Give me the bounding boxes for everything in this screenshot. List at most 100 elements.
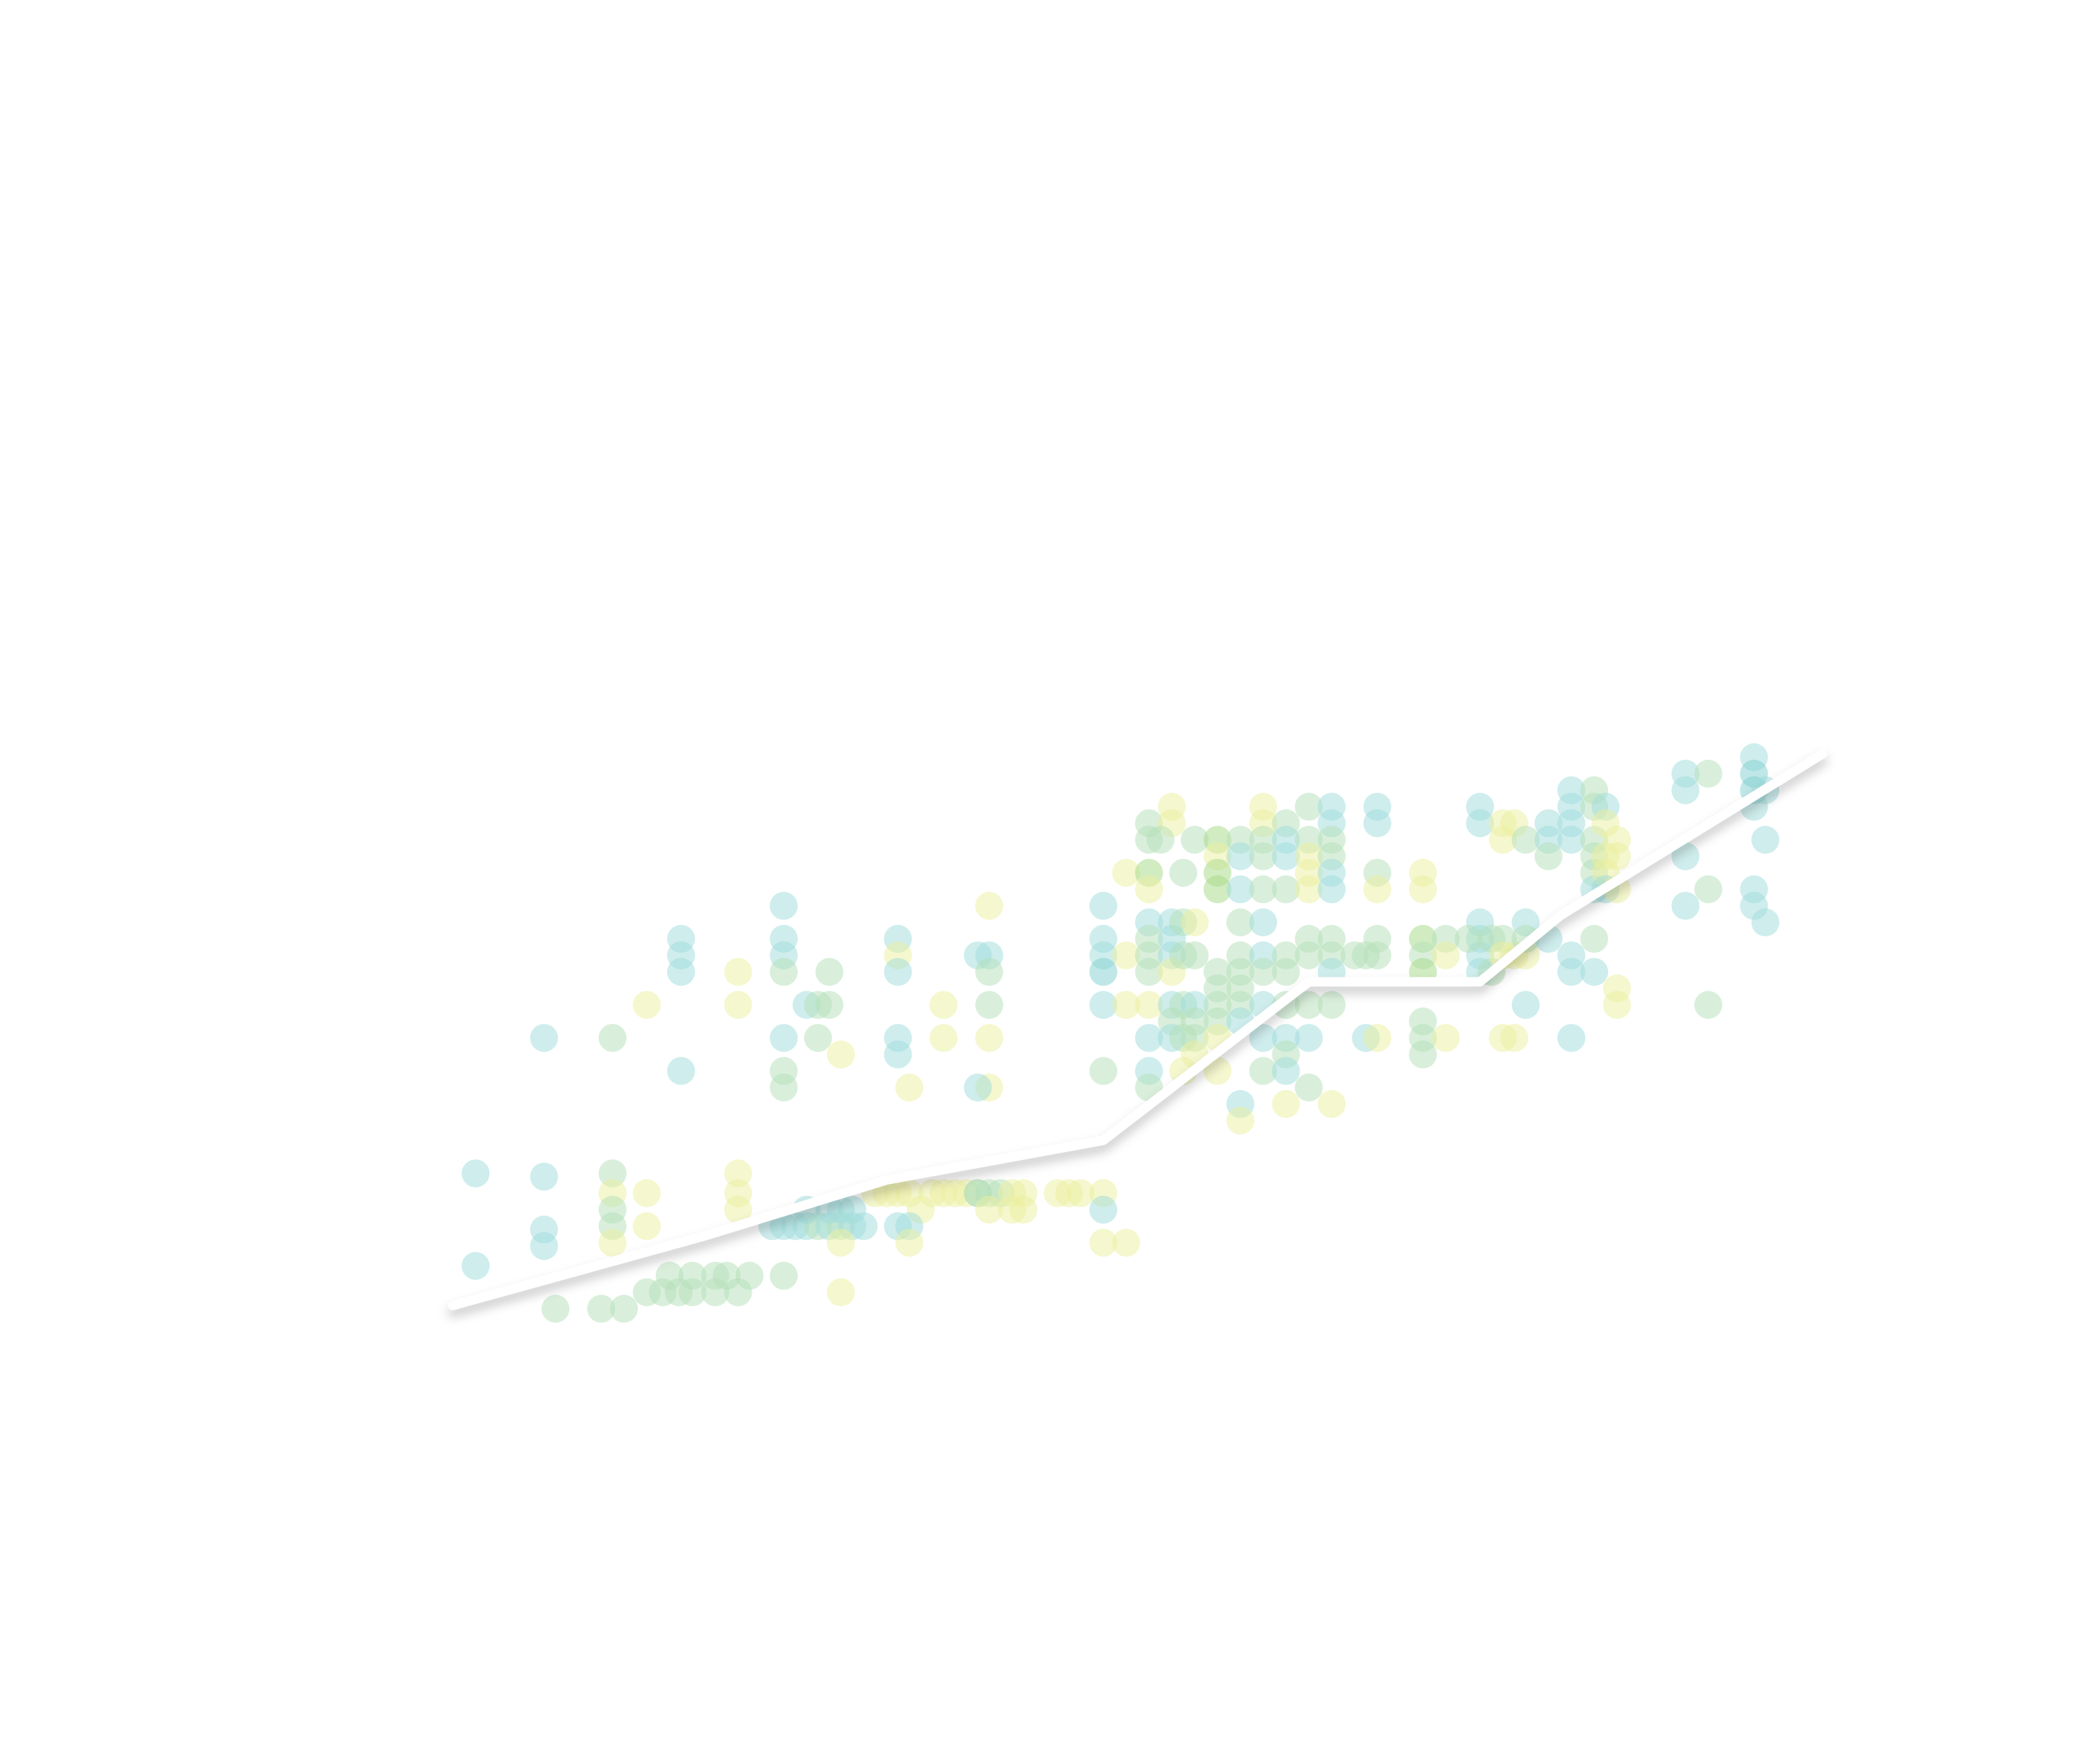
data-point [1694, 875, 1722, 904]
data-point [963, 1073, 992, 1102]
data-point [530, 1163, 559, 1191]
data-point [1089, 1195, 1118, 1224]
data-point [1465, 809, 1494, 838]
data-point [724, 1278, 752, 1306]
data-point [895, 1229, 923, 1257]
data-point [1066, 1179, 1095, 1207]
data-point [1135, 991, 1163, 1019]
data-point [724, 1159, 752, 1188]
data-point [1580, 924, 1609, 953]
data-point [1249, 958, 1278, 986]
data-point [1511, 991, 1540, 1019]
data-point [1249, 875, 1278, 904]
data-point [678, 1278, 706, 1306]
data-point [1135, 958, 1163, 986]
data-point [1694, 991, 1722, 1019]
data-point [1557, 958, 1585, 986]
data-point [1272, 958, 1300, 986]
data-point [1226, 875, 1254, 904]
data-point [587, 1295, 615, 1323]
data-point [1432, 1023, 1460, 1052]
data-point [1203, 1057, 1232, 1085]
data-point [815, 958, 844, 986]
data-point [1089, 1057, 1118, 1085]
data-point [770, 1073, 798, 1102]
data-point [666, 958, 695, 986]
data-point [1671, 892, 1700, 920]
data-point [1500, 1023, 1529, 1052]
data-point [1272, 1089, 1300, 1118]
data-point [1318, 1089, 1346, 1118]
data-point [1089, 892, 1118, 920]
data-point [655, 1261, 684, 1290]
data-point [1112, 1229, 1141, 1257]
data-point [975, 1023, 1003, 1052]
data-point [895, 1073, 923, 1102]
data-point [975, 1195, 1003, 1224]
data-point [1146, 826, 1175, 854]
data-point [1272, 842, 1300, 870]
data-point [1169, 858, 1198, 887]
data-point [804, 1023, 832, 1052]
data-point [1181, 908, 1209, 937]
data-point [1511, 826, 1540, 854]
data-point [929, 1023, 958, 1052]
data-point [1489, 826, 1517, 854]
data-point [724, 958, 752, 986]
data-point [1671, 776, 1700, 804]
data-point [1409, 875, 1438, 904]
data-point [1363, 875, 1392, 904]
data-point [1294, 792, 1323, 821]
data-point [1089, 958, 1118, 986]
data-point [1294, 991, 1323, 1019]
data-point [1557, 1023, 1585, 1052]
data-point [1112, 941, 1141, 970]
data-point [975, 991, 1003, 1019]
data-point [770, 1261, 798, 1290]
trend-line-layer [448, 749, 1828, 1310]
data-point [1454, 924, 1483, 953]
data-point [929, 991, 958, 1019]
scatter-points [461, 743, 1780, 1323]
data-point [1363, 1023, 1392, 1052]
data-point [1272, 875, 1300, 904]
data-point [1249, 908, 1278, 937]
data-point [724, 1195, 752, 1224]
data-point [826, 1040, 855, 1069]
data-point [1363, 809, 1392, 838]
data-point [1272, 1057, 1300, 1085]
data-point [1294, 1023, 1323, 1052]
trend-line [448, 749, 1828, 1310]
data-point [1112, 858, 1141, 887]
data-point [1557, 826, 1585, 854]
data-point [815, 991, 844, 1019]
data-point [1181, 826, 1209, 854]
data-point [1603, 842, 1631, 870]
data-point [975, 958, 1003, 986]
data-point [1135, 875, 1163, 904]
data-point [975, 892, 1003, 920]
data-point [1534, 842, 1563, 870]
data-point [599, 1229, 627, 1257]
data-point [1009, 1195, 1038, 1224]
data-point [1249, 1023, 1278, 1052]
data-point [1318, 991, 1346, 1019]
data-point [826, 1229, 855, 1257]
data-point [1112, 991, 1141, 1019]
data-point [1751, 908, 1780, 937]
data-point [826, 1278, 855, 1306]
data-point [770, 958, 798, 986]
data-point [1294, 941, 1323, 970]
data-point [599, 1159, 627, 1188]
data-point [1226, 1106, 1254, 1135]
data-point [1089, 1229, 1118, 1257]
data-point [633, 991, 661, 1019]
data-point [1294, 875, 1323, 904]
data-point [633, 1212, 661, 1241]
data-point [1226, 908, 1254, 937]
data-point [530, 1023, 559, 1052]
data-point [1751, 826, 1780, 854]
data-point [1089, 991, 1118, 1019]
data-point [541, 1295, 570, 1323]
